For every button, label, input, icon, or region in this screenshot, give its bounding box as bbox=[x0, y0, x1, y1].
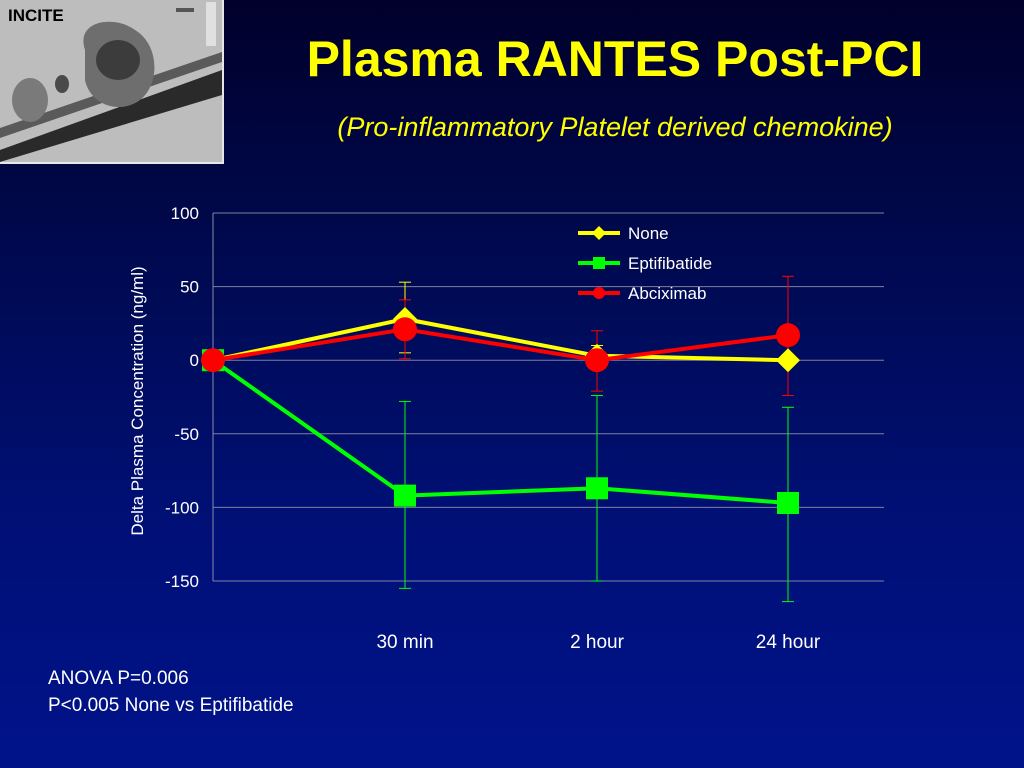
series-line-eptifibatide bbox=[211, 358, 789, 505]
x-tick-label: 2 hour bbox=[570, 632, 625, 653]
pvalue-note: P<0.005 None vs Eptifibatide bbox=[48, 695, 294, 716]
legend-label: Abciximab bbox=[628, 284, 706, 303]
y-tick-labels: 100 50 0 -50 -100 -150 bbox=[165, 204, 199, 591]
series-lines bbox=[211, 316, 789, 505]
legend-marker bbox=[593, 287, 605, 299]
y-axis-label: Delta Plasma Concentration (ng/ml) bbox=[128, 266, 147, 535]
y-tick-label: 50 bbox=[180, 278, 199, 297]
error-bars bbox=[399, 275, 794, 603]
anova-note: ANOVA P=0.006 bbox=[48, 668, 189, 689]
y-tick-label: 0 bbox=[190, 351, 199, 370]
slide-title: Plasma RANTES Post-PCI bbox=[306, 31, 924, 87]
legend-marker bbox=[592, 226, 606, 240]
legend-label: Eptifibatide bbox=[628, 254, 712, 273]
data-point-abciximab bbox=[776, 323, 800, 348]
data-point-abciximab bbox=[201, 348, 225, 373]
y-tick-label: 100 bbox=[171, 204, 199, 223]
series-markers bbox=[201, 306, 800, 514]
data-point-eptifibatide bbox=[394, 484, 416, 507]
data-point-abciximab bbox=[393, 317, 417, 342]
legend-marker bbox=[593, 257, 605, 269]
series-line-none bbox=[212, 316, 789, 363]
series-line-abciximab bbox=[212, 327, 789, 363]
data-point-eptifibatide bbox=[777, 491, 799, 514]
logo-image: INCITE bbox=[0, 0, 224, 164]
legend-label: None bbox=[628, 224, 669, 243]
y-tick-label: -100 bbox=[165, 498, 199, 517]
y-tick-label: -150 bbox=[165, 572, 199, 591]
micrograph-illustration bbox=[0, 0, 222, 162]
x-tick-labels: 30 min 2 hour 24 hour bbox=[376, 632, 820, 653]
data-point-abciximab bbox=[585, 348, 609, 373]
x-tick-label: 30 min bbox=[376, 632, 433, 653]
grid-lines bbox=[213, 212, 884, 582]
data-point-none bbox=[776, 348, 800, 373]
legend: None Eptifibatide Abciximab bbox=[578, 224, 712, 303]
data-point-eptifibatide bbox=[586, 477, 608, 500]
slide-subtitle: (Pro-inflammatory Platelet derived chemo… bbox=[337, 112, 893, 142]
x-tick-label: 24 hour bbox=[756, 632, 821, 653]
logo-label: INCITE bbox=[8, 6, 64, 25]
y-tick-label: -50 bbox=[174, 425, 199, 444]
